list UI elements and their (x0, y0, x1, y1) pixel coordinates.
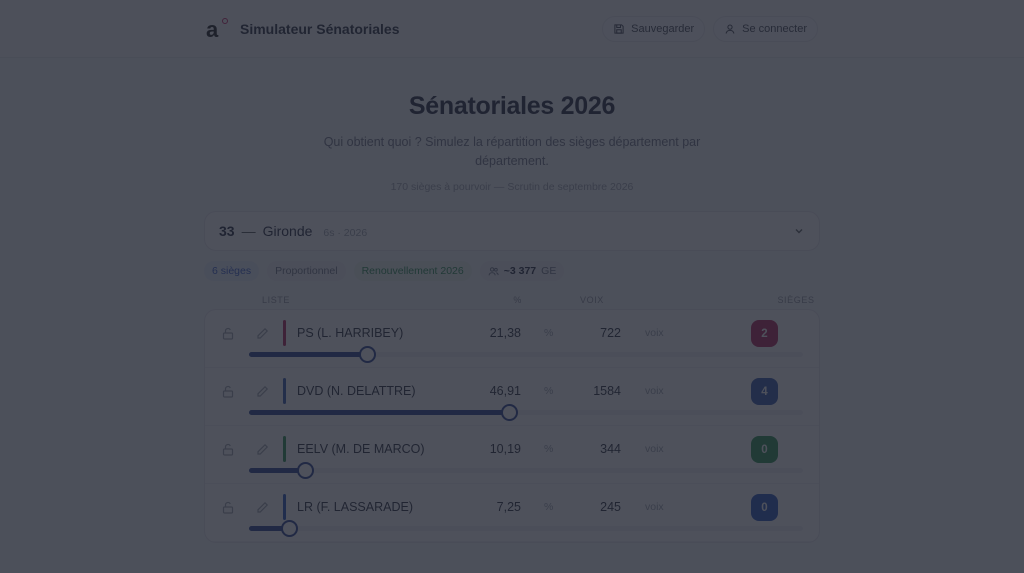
modal-backdrop[interactable] (0, 0, 1024, 573)
